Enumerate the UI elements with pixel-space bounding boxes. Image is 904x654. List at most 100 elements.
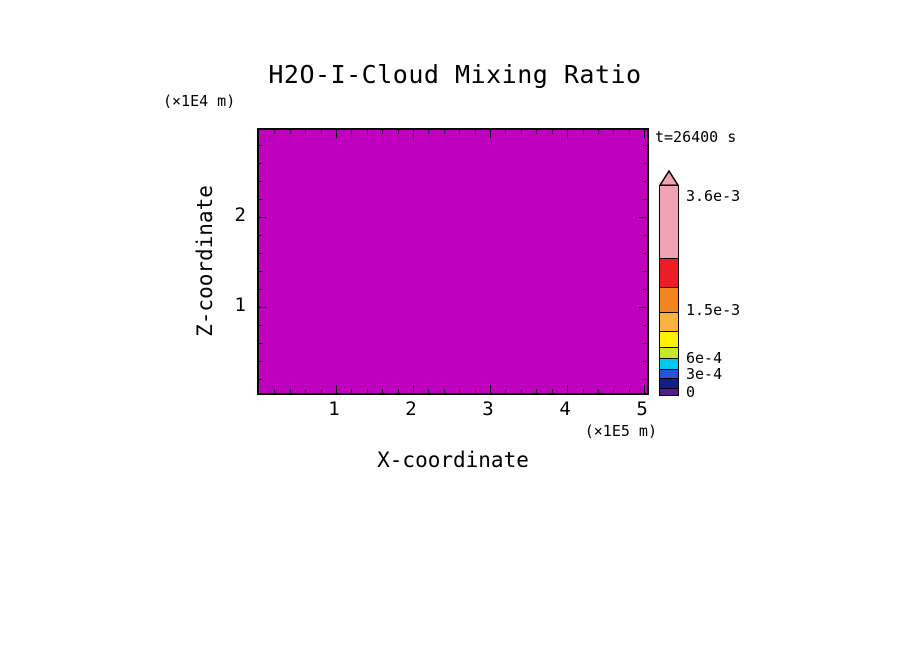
colorbar-tick-label: 3.6e-3 [686, 187, 741, 205]
x-tick-label: 3 [482, 398, 494, 420]
minor-tick-mark [259, 271, 263, 273]
minor-tick-mark [628, 389, 630, 393]
colorbar: 3.6e-3 1.5e-3 6e-4 3e-4 0 [659, 170, 740, 401]
colorbar-segment [660, 347, 678, 358]
minor-tick-mark [320, 130, 322, 134]
major-tick-mark [259, 307, 267, 309]
major-tick-mark [639, 307, 647, 309]
major-tick-mark [413, 130, 414, 138]
minor-tick-mark [366, 389, 368, 393]
minor-tick-mark [536, 389, 538, 393]
major-tick-mark [490, 130, 491, 138]
major-tick-mark [567, 385, 569, 393]
minor-tick-mark [613, 130, 615, 134]
minor-tick-mark [274, 130, 276, 134]
y-tick-label: 1 [234, 294, 246, 317]
minor-tick-mark [289, 389, 291, 393]
minor-tick-mark [536, 130, 538, 134]
colorbar-segment [660, 358, 678, 369]
minor-tick-mark [643, 253, 647, 255]
colorbar-scale [659, 186, 679, 396]
minor-tick-mark [366, 130, 368, 134]
y-axis-units: (×1E4 m) [163, 92, 236, 110]
x-tick-label: 1 [328, 398, 340, 420]
minor-tick-mark [351, 389, 353, 393]
minor-tick-mark [582, 389, 584, 393]
minor-tick-mark [613, 389, 615, 393]
minor-tick-mark [582, 130, 584, 134]
minor-tick-mark [397, 130, 399, 134]
colorbar-tick-label: 6e-4 [686, 349, 723, 367]
minor-tick-mark [382, 130, 384, 134]
x-axis-units: (×1E5 m) [584, 422, 657, 440]
colorbar-tick-label: 3e-4 [686, 365, 723, 383]
minor-tick-mark [643, 325, 647, 327]
minor-tick-mark [643, 163, 647, 165]
minor-tick-mark [520, 130, 522, 134]
minor-tick-mark [643, 379, 647, 380]
y-tick-label: 2 [234, 204, 246, 227]
colorbar-segment [660, 186, 678, 258]
minor-tick-mark [643, 145, 647, 147]
minor-tick-mark [443, 389, 445, 393]
minor-tick-mark [643, 343, 647, 345]
minor-tick-mark [259, 145, 263, 147]
minor-tick-mark [259, 379, 263, 380]
minor-tick-mark [643, 235, 647, 237]
minor-tick-mark [643, 289, 647, 291]
minor-tick-mark [505, 130, 507, 134]
colorbar-segment [660, 331, 678, 347]
x-axis-label: X-coordinate [377, 448, 529, 472]
minor-tick-mark [259, 163, 263, 165]
minor-tick-mark [643, 199, 647, 201]
minor-tick-mark [259, 289, 263, 291]
minor-tick-mark [259, 361, 263, 362]
minor-tick-mark [305, 130, 307, 134]
major-tick-mark [259, 217, 267, 219]
minor-tick-mark [274, 389, 276, 393]
major-tick-mark [490, 385, 491, 393]
major-tick-mark [567, 130, 569, 138]
minor-tick-mark [428, 130, 430, 134]
colorbar-tick-label: 1.5e-3 [686, 301, 741, 319]
minor-tick-mark [474, 389, 476, 393]
minor-tick-mark [289, 130, 291, 134]
minor-tick-mark [551, 130, 553, 134]
minor-tick-mark [259, 343, 263, 345]
x-tick-label: 5 [636, 398, 648, 420]
minor-tick-mark [520, 389, 522, 393]
major-tick-mark [639, 217, 647, 219]
colorbar-segment [660, 287, 678, 312]
minor-tick-mark [459, 130, 461, 134]
minor-tick-mark [643, 181, 647, 183]
colorbar-segment [660, 388, 678, 395]
colorbar-segment [660, 369, 678, 378]
major-tick-mark [644, 130, 646, 138]
major-tick-mark [644, 385, 646, 393]
minor-tick-mark [643, 271, 647, 273]
minor-tick-mark [597, 130, 599, 134]
minor-tick-mark [382, 389, 384, 393]
minor-tick-mark [643, 361, 647, 362]
minor-tick-mark [259, 325, 263, 327]
colorbar-tick-label: 0 [686, 383, 696, 401]
colorbar-segment [660, 312, 678, 331]
major-tick-mark [413, 385, 414, 393]
minor-tick-mark [259, 253, 263, 255]
colorbar-segment [660, 378, 678, 388]
minor-tick-mark [305, 389, 307, 393]
minor-tick-mark [397, 389, 399, 393]
minor-tick-mark [505, 389, 507, 393]
minor-tick-mark [320, 389, 322, 393]
minor-tick-mark [259, 181, 263, 183]
minor-tick-mark [628, 130, 630, 134]
minor-tick-mark [551, 389, 553, 393]
x-tick-label: 4 [559, 398, 571, 420]
x-tick-label: 2 [405, 398, 417, 420]
plot-area [257, 128, 649, 395]
major-tick-mark [336, 385, 337, 393]
minor-tick-mark [259, 199, 263, 201]
minor-tick-mark [428, 389, 430, 393]
minor-tick-mark [474, 130, 476, 134]
